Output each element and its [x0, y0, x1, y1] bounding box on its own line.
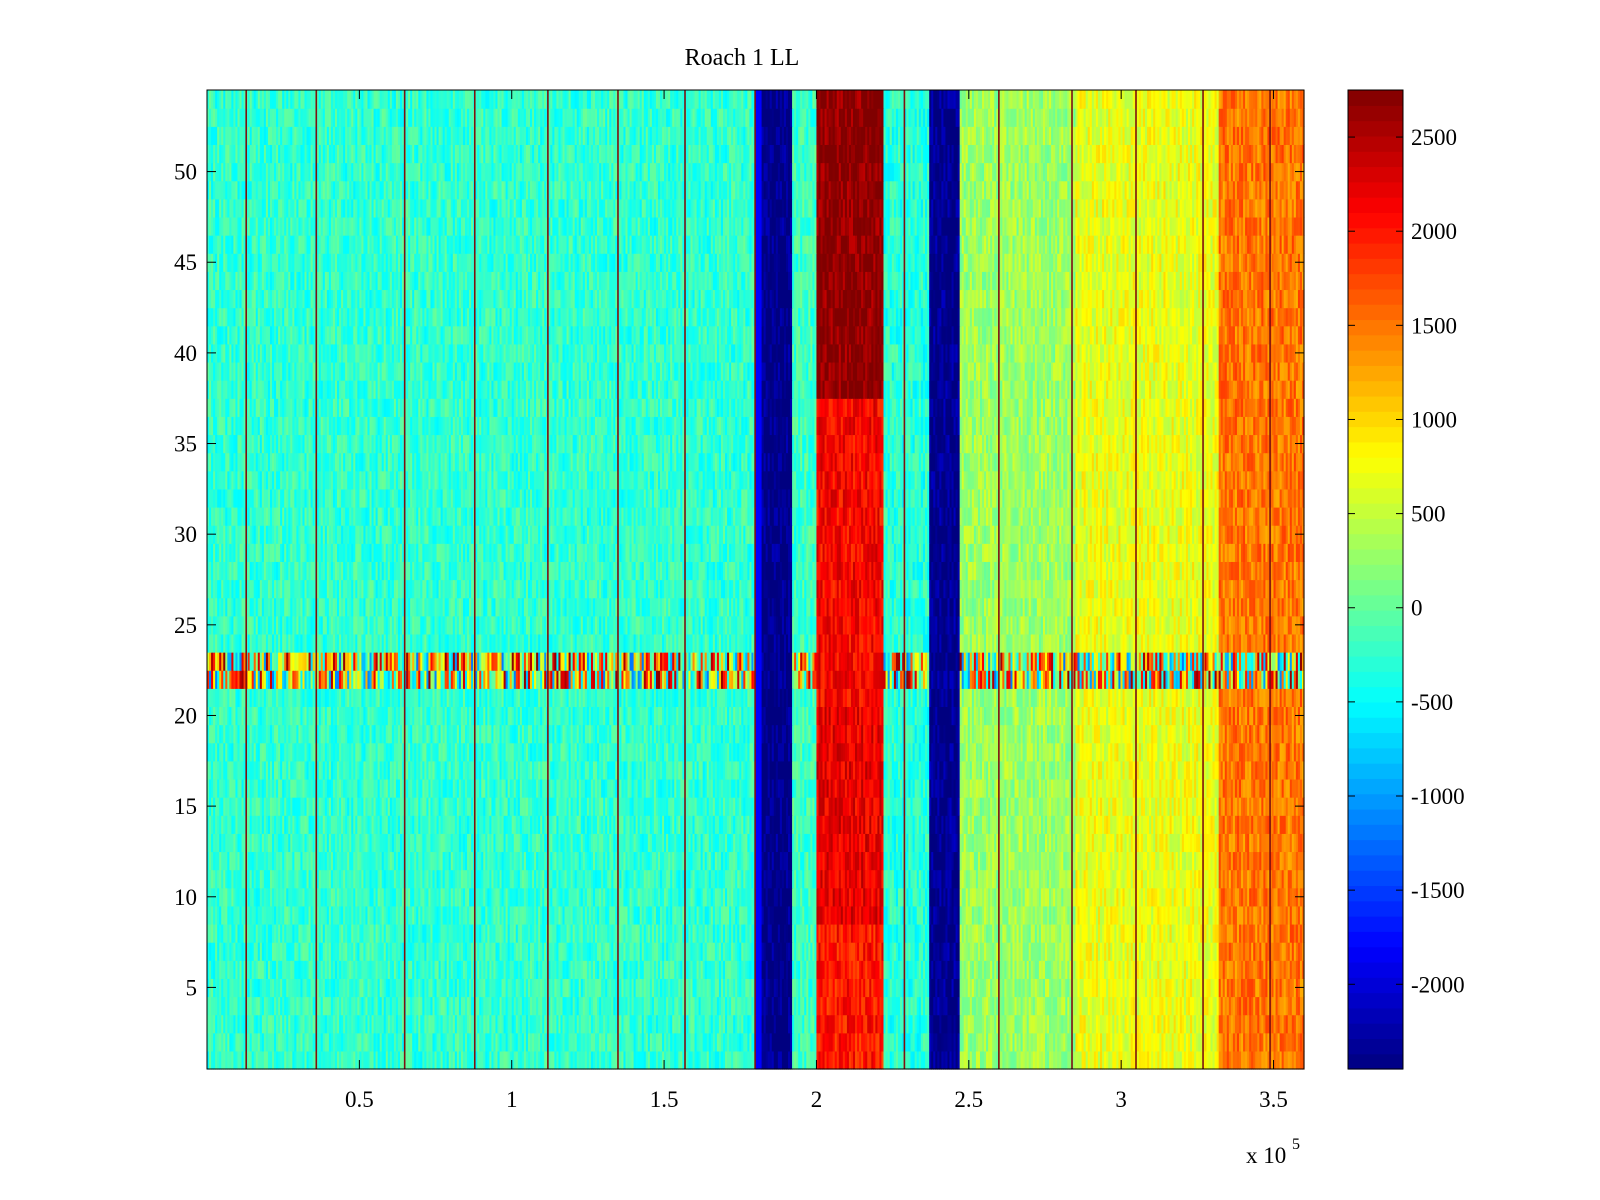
chart-title: Roach 1 LL	[685, 45, 800, 71]
heatmap-cell	[756, 1051, 763, 1070]
heatmap-cell	[756, 906, 763, 925]
heatmap-cell	[756, 924, 763, 943]
heatmap-cell	[756, 942, 763, 961]
heatmap-cell	[756, 960, 763, 979]
heatmap-cell	[756, 1033, 763, 1052]
heatmap-cell	[756, 996, 763, 1015]
heatmap-cell	[756, 978, 763, 997]
heatmap-cell	[756, 1015, 763, 1034]
heatmap-cells	[207, 90, 1305, 1070]
heatmap-figure: Roach 1 LL 0.5 1 1.5 2 2.5 3 3.5 5101520253035…	[0, 0, 1600, 1200]
